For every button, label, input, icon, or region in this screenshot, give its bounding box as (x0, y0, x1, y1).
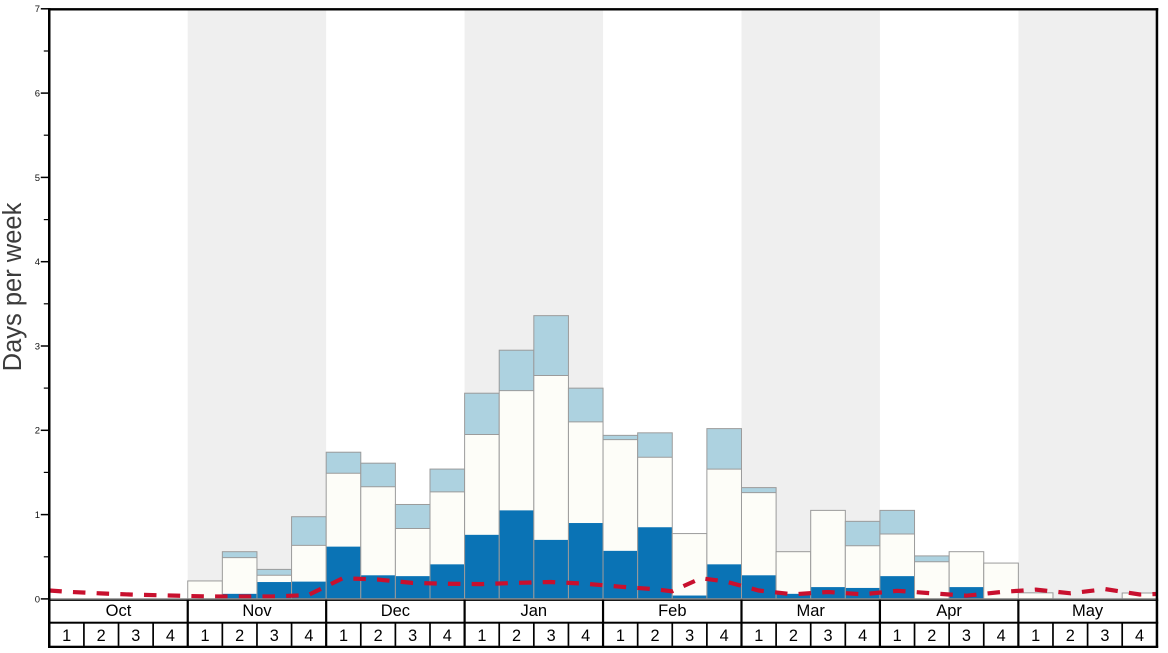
svg-text:1: 1 (893, 627, 902, 645)
svg-text:Apr: Apr (936, 602, 962, 620)
svg-text:3: 3 (685, 627, 694, 645)
svg-text:4: 4 (35, 257, 40, 268)
svg-text:4: 4 (304, 627, 313, 645)
svg-text:3: 3 (270, 627, 279, 645)
svg-text:3: 3 (35, 341, 40, 352)
svg-text:1: 1 (754, 627, 763, 645)
svg-text:Nov: Nov (242, 602, 272, 620)
svg-text:2: 2 (512, 627, 521, 645)
svg-text:2: 2 (235, 627, 244, 645)
svg-text:Oct: Oct (106, 602, 132, 620)
svg-text:2: 2 (1066, 627, 1075, 645)
svg-text:2: 2 (650, 627, 659, 645)
svg-text:1: 1 (200, 627, 209, 645)
svg-text:4: 4 (443, 627, 452, 645)
svg-text:3: 3 (408, 627, 417, 645)
svg-text:1: 1 (35, 510, 40, 521)
svg-text:Dec: Dec (381, 602, 410, 620)
svg-text:3: 3 (547, 627, 556, 645)
svg-text:3: 3 (962, 627, 971, 645)
svg-text:Feb: Feb (658, 602, 686, 620)
svg-text:Mar: Mar (796, 602, 825, 620)
svg-text:1: 1 (62, 627, 71, 645)
svg-text:7: 7 (35, 4, 40, 15)
svg-text:3: 3 (823, 627, 832, 645)
svg-text:1: 1 (616, 627, 625, 645)
svg-text:4: 4 (1135, 627, 1144, 645)
svg-text:May: May (1072, 602, 1104, 620)
svg-text:4: 4 (581, 627, 590, 645)
svg-text:Jan: Jan (520, 602, 547, 620)
svg-text:2: 2 (374, 627, 383, 645)
svg-text:3: 3 (1100, 627, 1109, 645)
svg-text:2: 2 (789, 627, 798, 645)
svg-text:5: 5 (35, 173, 40, 184)
svg-text:2: 2 (927, 627, 936, 645)
svg-text:3: 3 (131, 627, 140, 645)
svg-text:4: 4 (997, 627, 1006, 645)
svg-text:1: 1 (1031, 627, 1040, 645)
svg-text:1: 1 (477, 627, 486, 645)
svg-text:2: 2 (97, 627, 106, 645)
svg-text:0: 0 (35, 594, 40, 605)
svg-text:4: 4 (858, 627, 867, 645)
svg-text:2: 2 (35, 426, 40, 437)
svg-text:Days per week: Days per week (0, 202, 27, 371)
svg-text:6: 6 (35, 89, 40, 100)
svg-text:4: 4 (166, 627, 175, 645)
svg-text:4: 4 (720, 627, 729, 645)
svg-text:1: 1 (339, 627, 348, 645)
